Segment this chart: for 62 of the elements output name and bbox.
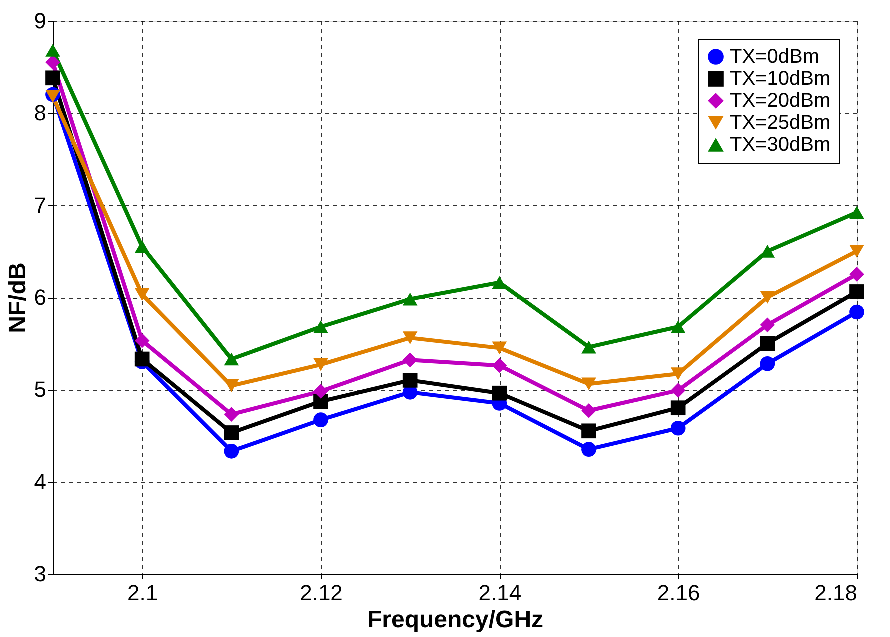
legend-label: TX=0dBm [730, 46, 820, 68]
y-tick-label: 7 [34, 192, 46, 218]
x-tick-label: 2.12 [300, 580, 343, 606]
point [46, 44, 60, 57]
point [582, 378, 596, 391]
point [582, 424, 596, 439]
y-tick-label: 8 [34, 100, 46, 126]
point [492, 342, 508, 355]
point [760, 318, 776, 333]
y-tick-label: 9 [34, 8, 46, 34]
point [850, 206, 864, 220]
legend-label: TX=25dBm [730, 112, 831, 134]
point [492, 276, 508, 290]
point [582, 403, 596, 418]
point [224, 380, 240, 392]
y-tick-label: 5 [34, 377, 46, 402]
point [670, 400, 686, 416]
point [850, 267, 864, 282]
x-tick-label: 2.1 [128, 580, 158, 606]
point [224, 407, 240, 422]
y-tick-label: 3 [34, 562, 46, 586]
point [670, 320, 686, 334]
point [46, 90, 60, 103]
point [224, 444, 240, 459]
x-tick-label: 2.14 [478, 580, 522, 606]
point [670, 420, 686, 436]
point [850, 244, 864, 258]
point [492, 358, 508, 374]
x-axis-title: Frequency/GHz [367, 606, 544, 634]
point [760, 356, 776, 372]
point [582, 442, 596, 457]
point [134, 352, 150, 367]
point [134, 240, 150, 254]
point [314, 320, 328, 334]
x-tick-label: 2.16 [657, 580, 700, 606]
x-tick-label: 2.18 [814, 580, 858, 606]
point [224, 426, 240, 440]
y-axis-title: NF/dB [4, 262, 32, 334]
point [46, 70, 60, 86]
point [850, 284, 864, 300]
point [850, 304, 864, 320]
point [760, 291, 776, 304]
point [46, 55, 60, 70]
point [134, 288, 150, 302]
y-tick-label: 6 [34, 285, 46, 310]
point [492, 386, 508, 401]
point [134, 333, 150, 348]
point [760, 336, 776, 351]
point [402, 292, 418, 306]
point [314, 412, 328, 428]
y-tick-label: 4 [34, 469, 46, 494]
legend-label: TX=30dBm [730, 134, 831, 156]
point [402, 332, 418, 344]
point [224, 352, 240, 366]
point [402, 373, 418, 388]
point [402, 352, 418, 368]
legend-label: TX=10dBm [730, 68, 831, 90]
point [314, 358, 328, 372]
point [314, 384, 328, 399]
legend-label: TX=20dBm [730, 90, 831, 112]
point [670, 383, 686, 398]
point [582, 340, 596, 354]
